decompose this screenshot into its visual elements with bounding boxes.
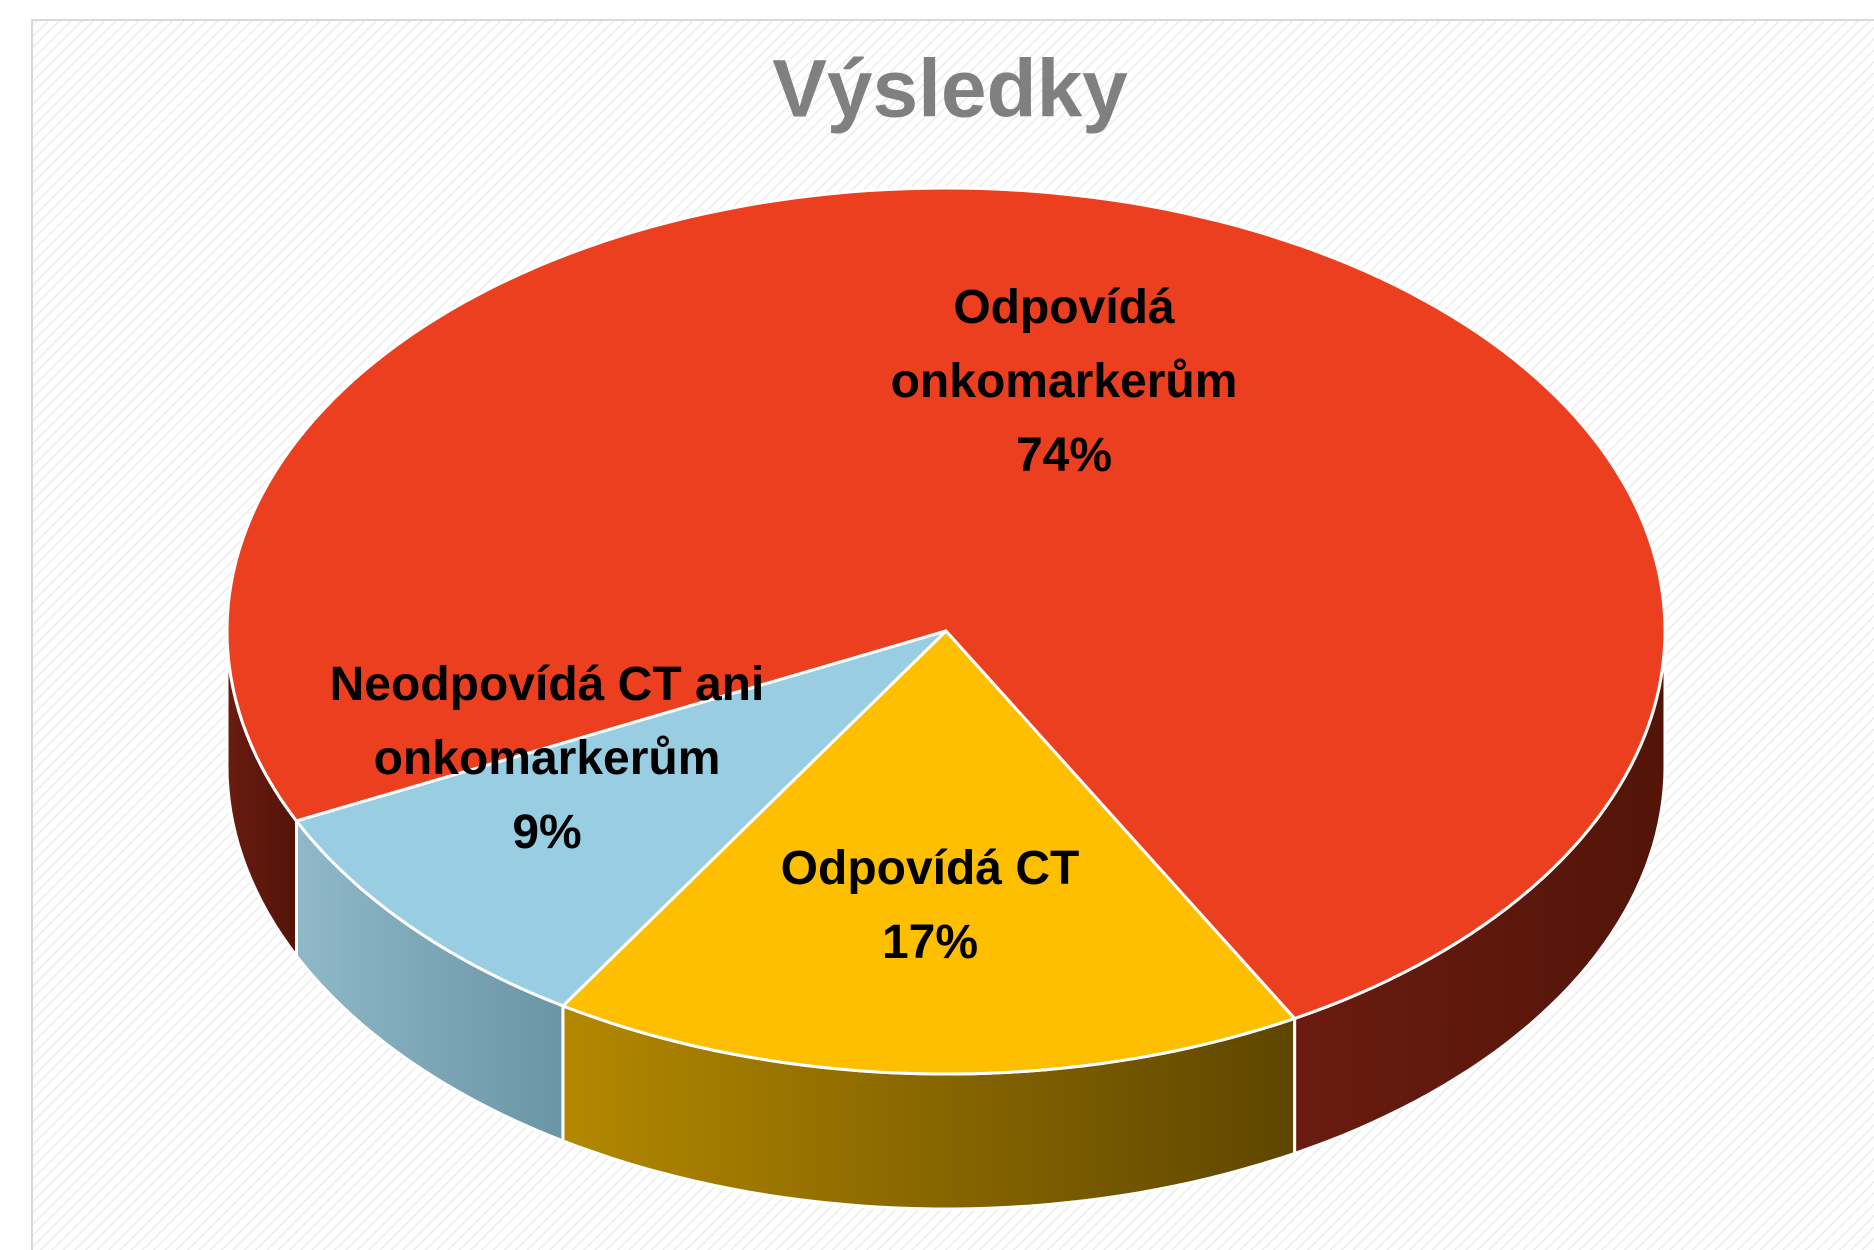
category-label: Neodpovídá CT ani onkomarkerům xyxy=(329,658,765,785)
data-label: Odpovídá onkomarkerům 74% xyxy=(844,271,1284,493)
category-label: Odpovídá onkomarkerům xyxy=(890,281,1238,408)
data-label: Odpovídá CT 17% xyxy=(710,832,1150,980)
slice xyxy=(293,629,948,1008)
slice xyxy=(225,186,1667,1021)
value-label: 74% xyxy=(1015,429,1113,482)
slice xyxy=(560,628,1298,1076)
value-label: 17% xyxy=(881,916,979,969)
category-label: Odpovídá CT xyxy=(780,842,1080,895)
data-label: Neodpovídá CT ani onkomarkerům 9% xyxy=(287,648,807,870)
chart-title: Výsledky xyxy=(772,44,1128,135)
value-label: 9% xyxy=(512,806,582,859)
